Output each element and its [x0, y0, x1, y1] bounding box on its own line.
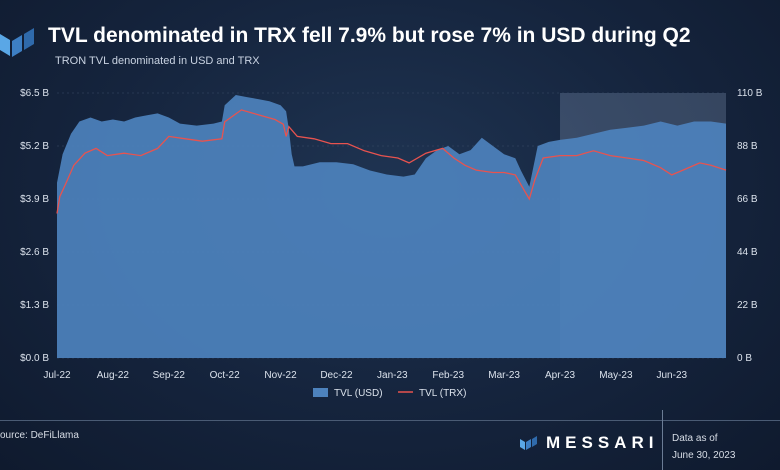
tvl-chart: $0.0 B 0 B $1.3 B 22 B $2.6 B 44 B $3.9 B 66 B $… [20, 88, 763, 399]
as-of-label: Data as of [672, 433, 718, 444]
trx-series-line [56, 109, 727, 214]
x-axis-tick-label: Oct-22 [210, 370, 240, 381]
right-axis-tick-label: 22 B [737, 300, 758, 311]
legend-trx-label: TVL (TRX) [419, 388, 466, 399]
left-axis-tick-label: $3.9 B [20, 194, 49, 205]
brand: MESSARI [520, 433, 658, 453]
right-axis-tick-label: 88 B [737, 141, 758, 152]
left-axis-tick-label: $5.2 B [20, 141, 49, 152]
x-axis-tick-label: Mar-23 [488, 370, 520, 381]
right-axis-tick-label: 44 B [737, 247, 758, 258]
source-label: ource: DeFiLlama [0, 430, 79, 441]
legend-usd-swatch [313, 388, 328, 397]
x-axis-tick-label: Jul-22 [43, 370, 71, 381]
x-axis-tick-label: Jan-23 [377, 370, 408, 381]
as-of-date: June 30, 2023 [672, 450, 736, 461]
x-axis-tick-label: Feb-23 [432, 370, 464, 381]
left-axis-tick-label: $1.3 B [20, 300, 49, 311]
left-axis-tick-label: $0.0 B [20, 353, 49, 364]
legend-usd-label: TVL (USD) [334, 388, 383, 399]
right-axis-tick-label: 110 B [737, 88, 763, 99]
right-axis-tick-label: 0 B [737, 353, 752, 364]
x-axis-tick-label: Sep-22 [153, 370, 186, 381]
left-axis-tick-label: $2.6 B [20, 247, 49, 258]
x-axis-tick-label: Jun-23 [656, 370, 687, 381]
messari-logo-icon [0, 28, 34, 57]
footer-divider [0, 420, 780, 421]
left-axis-tick-label: $6.5 B [20, 88, 49, 99]
chart-subtitle: TRON TVL denominated in USD and TRX [55, 55, 260, 67]
data-as-of: Data as of June 30, 2023 [672, 430, 735, 464]
brand-name: MESSARI [546, 433, 659, 452]
right-axis-tick-label: 66 B [737, 194, 758, 205]
x-axis-tick-label: Dec-22 [320, 370, 353, 381]
brand-mark-icon [520, 436, 537, 450]
usd-series-area [57, 95, 726, 358]
footer-separator [662, 410, 663, 470]
x-axis-tick-label: Apr-23 [545, 370, 575, 381]
x-axis-tick-label: Nov-22 [264, 370, 297, 381]
x-axis-tick-label: May-23 [599, 370, 633, 381]
x-axis-tick-label: Aug-22 [97, 370, 130, 381]
chart-title: TVL denominated in TRX fell 7.9% but ros… [48, 24, 691, 47]
plot-area: $0.0 B 0 B $1.3 B 22 B $2.6 B 44 B $3.9 B 66 B $… [20, 88, 763, 399]
